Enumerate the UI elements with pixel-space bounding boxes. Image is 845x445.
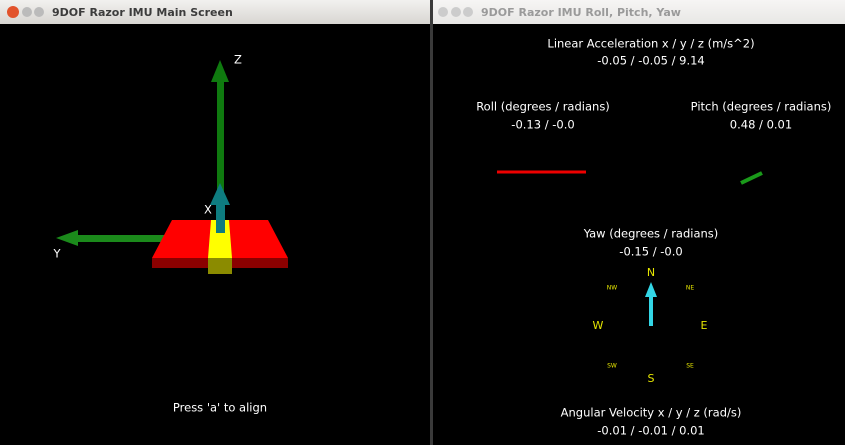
y-label: Y: [52, 247, 61, 261]
accel-label: Linear Acceleration x / y / z (m/s^2): [547, 37, 754, 51]
close-button[interactable]: [438, 7, 448, 17]
y-axis: [76, 235, 166, 242]
x-label: X: [204, 203, 212, 217]
compass-n: N: [647, 266, 655, 279]
hint: Press 'a' to align: [173, 401, 267, 415]
yaw-value: -0.15 / -0.0: [619, 245, 682, 259]
maximize-button[interactable]: [34, 7, 44, 17]
yaw-arrow: [649, 295, 653, 326]
pitch-label: Pitch (degrees / radians): [691, 100, 832, 114]
rpy-window: 9DOF Razor IMU Roll, Pitch, Yaw Linear A…: [433, 0, 845, 445]
viewport: [433, 24, 845, 445]
compass-e: E: [701, 319, 708, 332]
x-arrow-head: [210, 183, 230, 205]
compass-w: W: [593, 319, 604, 332]
window-title: 9DOF Razor IMU Main Screen: [52, 6, 233, 19]
z-arrow-head: [211, 60, 229, 82]
y-arrow-head: [56, 230, 78, 246]
roll-value: -0.13 / -0.0: [511, 118, 574, 132]
divider: [430, 0, 433, 445]
board-stripe-side: [208, 258, 232, 274]
compass-se: SE: [686, 363, 694, 370]
compass-s: S: [648, 372, 655, 385]
maximize-button[interactable]: [463, 7, 473, 17]
title-bar: [0, 0, 430, 24]
roll-label: Roll (degrees / radians): [476, 100, 610, 114]
board-stripe: [208, 220, 232, 258]
gyro-label: Angular Velocity x / y / z (rad/s): [561, 406, 742, 420]
main-window: 9DOF Razor IMU Main Screen Z Y X Press '…: [0, 0, 430, 415]
accel-value: -0.05 / -0.05 / 9.14: [597, 54, 705, 68]
compass-ne: NE: [686, 285, 694, 292]
gyro-value: -0.01 / -0.01 / 0.01: [597, 424, 705, 438]
minimize-button[interactable]: [22, 7, 32, 17]
z-label: Z: [234, 53, 242, 67]
close-button[interactable]: [7, 6, 19, 18]
x-axis: [216, 203, 225, 233]
minimize-button[interactable]: [451, 7, 461, 17]
yaw-arrow-head: [645, 282, 657, 297]
window-title: 9DOF Razor IMU Roll, Pitch, Yaw: [481, 6, 681, 19]
compass-sw: SW: [607, 363, 617, 370]
z-axis: [217, 80, 224, 220]
title-bar: [433, 0, 845, 24]
pitch-indicator: [740, 171, 763, 185]
yaw-label: Yaw (degrees / radians): [583, 227, 719, 241]
pitch-value: 0.48 / 0.01: [730, 118, 792, 132]
compass-nw: NW: [607, 285, 617, 292]
